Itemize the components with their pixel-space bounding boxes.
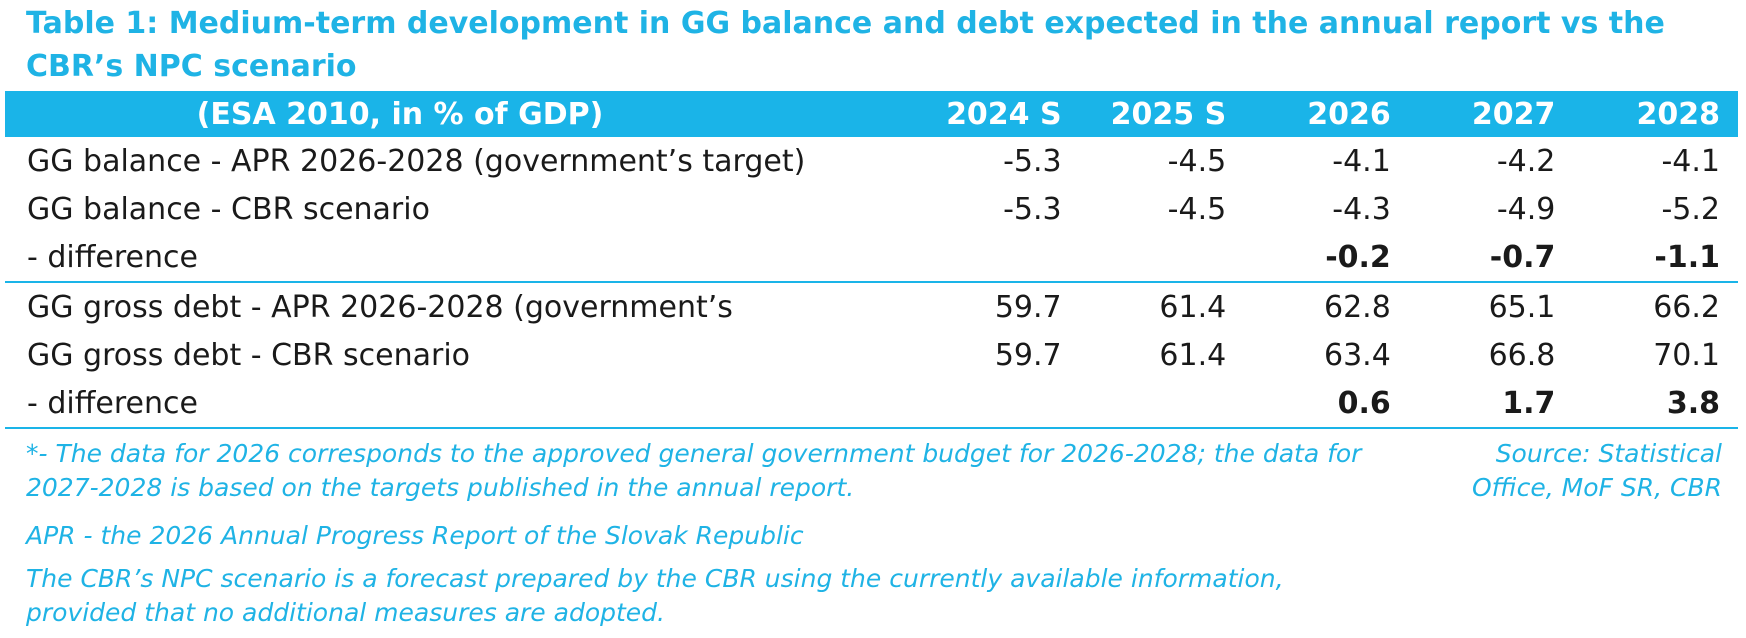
value-cell: 65.1 — [1409, 282, 1574, 331]
data-table: (ESA 2010, in % of GDP) 2024 S 2025 S 20… — [5, 91, 1738, 429]
apr-note: APR - the 2026 Annual Progress Report of… — [26, 519, 1626, 553]
value-cell: 63.4 — [1244, 331, 1409, 379]
value-cell: -0.7 — [1409, 233, 1574, 282]
value-cell: -4.5 — [1080, 137, 1245, 185]
value-cell: 59.7 — [915, 331, 1080, 379]
value-cell: -5.3 — [915, 137, 1080, 185]
npc-note: The CBR’s NPC scenario is a forecast pre… — [26, 562, 1366, 630]
row-label: GG balance - CBR scenario — [5, 185, 915, 233]
value-cell: 61.4 — [1080, 331, 1245, 379]
value-cell: -4.9 — [1409, 185, 1574, 233]
value-cell: -0.2 — [1244, 233, 1409, 282]
value-cell: -4.5 — [1080, 185, 1245, 233]
table-row: - difference 0.6 1.7 3.8 — [5, 379, 1738, 428]
value-cell — [1080, 379, 1245, 428]
value-cell: 66.2 — [1573, 282, 1738, 331]
footnote: *- The data for 2026 corresponds to the … — [26, 437, 1406, 505]
value-cell: -1.1 — [1573, 233, 1738, 282]
header-cell-2026: 2026 — [1244, 91, 1409, 137]
value-cell — [915, 233, 1080, 282]
value-cell: -4.1 — [1244, 137, 1409, 185]
value-cell: 3.8 — [1573, 379, 1738, 428]
value-cell — [915, 379, 1080, 428]
row-label: GG balance - APR 2026-2028 (government’s… — [5, 137, 915, 185]
value-cell: 1.7 — [1409, 379, 1574, 428]
header-row: (ESA 2010, in % of GDP) 2024 S 2025 S 20… — [5, 91, 1738, 137]
value-cell: -5.3 — [915, 185, 1080, 233]
header-cell-units: (ESA 2010, in % of GDP) — [5, 91, 915, 137]
row-label: GG gross debt - CBR scenario — [5, 331, 915, 379]
value-cell: 70.1 — [1573, 331, 1738, 379]
row-label: GG gross debt - APR 2026-2028 (governmen… — [5, 282, 915, 331]
value-cell: 59.7 — [915, 282, 1080, 331]
row-label: - difference — [5, 233, 915, 282]
value-cell: 62.8 — [1244, 282, 1409, 331]
value-cell: -4.3 — [1244, 185, 1409, 233]
table-row: GG balance - CBR scenario -5.3 -4.5 -4.3… — [5, 185, 1738, 233]
header-cell-2025: 2025 S — [1080, 91, 1245, 137]
header-cell-2024: 2024 S — [915, 91, 1080, 137]
header-cell-2028: 2028 — [1573, 91, 1738, 137]
value-cell: -4.1 — [1573, 137, 1738, 185]
table-row: GG gross debt - CBR scenario 59.7 61.4 6… — [5, 331, 1738, 379]
table-row: - difference -0.2 -0.7 -1.1 — [5, 233, 1738, 282]
table-title: Table 1: Medium-term development in GG b… — [26, 2, 1726, 88]
value-cell: 61.4 — [1080, 282, 1245, 331]
value-cell: -5.2 — [1573, 185, 1738, 233]
source-note: Source: Statistical Office, MoF SR, CBR — [1440, 437, 1722, 505]
value-cell: 66.8 — [1409, 331, 1574, 379]
value-cell: 0.6 — [1244, 379, 1409, 428]
value-cell — [1080, 233, 1245, 282]
table-row: GG balance - APR 2026-2028 (government’s… — [5, 137, 1738, 185]
value-cell: -4.2 — [1409, 137, 1574, 185]
row-label: - difference — [5, 379, 915, 428]
table-row: GG gross debt - APR 2026-2028 (governmen… — [5, 282, 1738, 331]
header-cell-2027: 2027 — [1409, 91, 1574, 137]
